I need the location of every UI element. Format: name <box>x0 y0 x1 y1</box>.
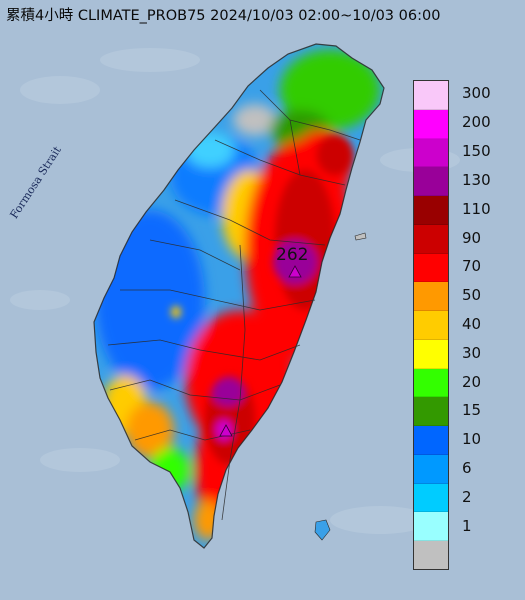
legend-label: 70 <box>462 257 482 276</box>
peak-value-label: 262 <box>276 245 309 265</box>
secondary-triangle-marker-icon <box>219 424 233 437</box>
county-boundaries <box>93 43 385 549</box>
legend-label: 30 <box>462 343 482 362</box>
legend-swatch <box>414 368 448 398</box>
legend-swatch <box>414 426 448 455</box>
peak-triangle-marker-icon <box>288 265 302 278</box>
legend-label: 2 <box>462 487 472 506</box>
legend-label: 130 <box>462 170 491 189</box>
legend-swatch <box>414 397 448 427</box>
legend-label: 10 <box>462 430 482 449</box>
legend-swatch <box>414 196 448 225</box>
legend-label: 50 <box>462 286 482 305</box>
legend-label: 150 <box>462 142 491 161</box>
legend-swatch <box>414 138 448 168</box>
legend-swatch <box>414 454 448 484</box>
legend-swatch <box>414 483 448 513</box>
legend-swatch <box>414 81 448 110</box>
legend-labels: 300 200 150 130 110 90 70 50 40 30 20 15 10 6 2 1 <box>462 80 522 570</box>
legend-swatch <box>414 253 448 283</box>
legend-swatch <box>414 541 448 570</box>
legend-label: 6 <box>462 459 472 478</box>
legend-swatch <box>414 109 448 139</box>
legend-swatch <box>414 224 448 254</box>
map-title: 累積4小時 CLIMATE_PROB75 2024/10/03 02:00~10… <box>6 8 441 24</box>
legend-swatch <box>414 167 448 197</box>
legend-label: 20 <box>462 372 482 391</box>
legend-label: 1 <box>462 516 472 535</box>
legend-label: 200 <box>462 113 491 132</box>
offshore-islands <box>314 232 367 541</box>
legend-label: 110 <box>462 199 491 218</box>
legend-label: 40 <box>462 315 482 333</box>
legend-swatch <box>414 282 448 312</box>
legend-swatch <box>414 512 448 542</box>
legend-label: 90 <box>462 228 482 247</box>
color-legend <box>413 80 449 570</box>
legend-label: 15 <box>462 401 482 420</box>
legend-label: 300 <box>462 84 491 103</box>
legend-swatch <box>414 339 448 369</box>
legend-swatch <box>414 311 448 340</box>
